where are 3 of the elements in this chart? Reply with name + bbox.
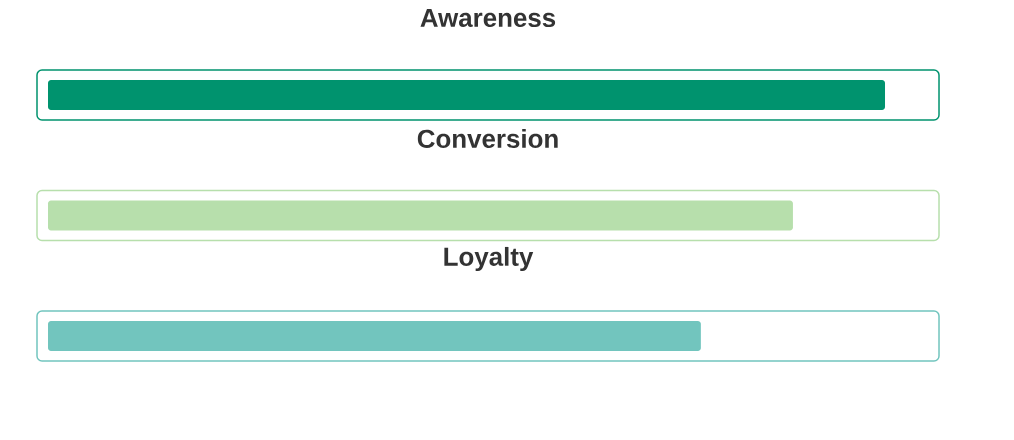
y-tick-label: Awareness [420,8,556,28]
y-tick-label: Conversion [417,128,558,149]
y-tick-label: Loyalty [444,246,534,272]
